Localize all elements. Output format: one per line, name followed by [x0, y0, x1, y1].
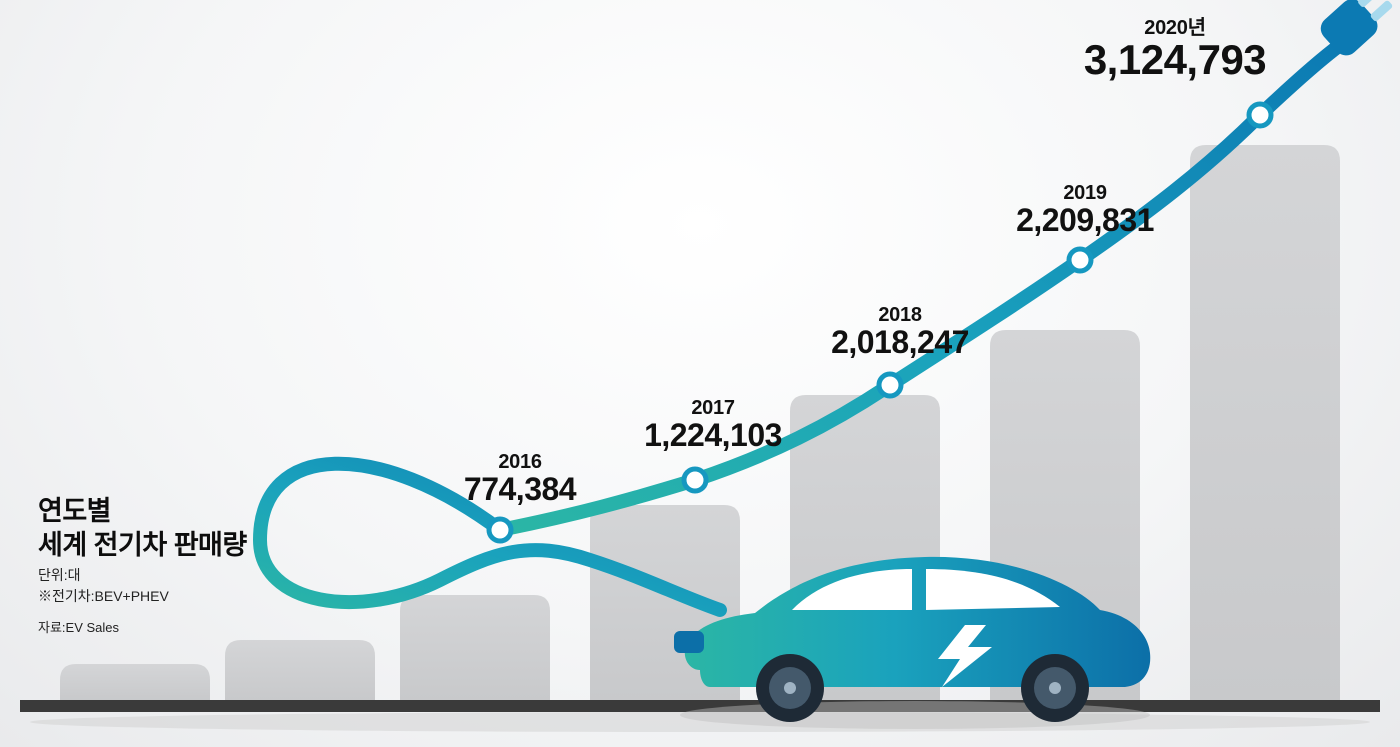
- data-label-year: 2016: [464, 452, 576, 473]
- data-label-value: 2,209,831: [1016, 204, 1154, 236]
- data-label-year: 2017: [644, 398, 782, 419]
- data-label-value: 2,018,247: [831, 326, 969, 358]
- data-label-year: 2018: [831, 305, 969, 326]
- bar: [1190, 145, 1340, 700]
- data-label: 2020년3,124,793: [1084, 18, 1266, 81]
- data-label: 2016774,384: [464, 452, 576, 505]
- data-label-value: 3,124,793: [1084, 39, 1266, 81]
- data-label-year: 2019: [1016, 183, 1154, 204]
- bar: [225, 640, 375, 700]
- data-label: 20171,224,103: [644, 398, 782, 451]
- data-point: [1069, 249, 1091, 271]
- data-label: 20192,209,831: [1016, 183, 1154, 236]
- infographic-stage: 연도별 세계 전기차 판매량 단위:대 ※전기차:BEV+PHEV 자료:EV …: [0, 0, 1400, 747]
- data-point: [879, 374, 901, 396]
- data-label: 20182,018,247: [831, 305, 969, 358]
- bar: [400, 595, 550, 700]
- bar: [60, 664, 210, 700]
- data-point: [489, 519, 511, 541]
- data-point: [1249, 104, 1271, 126]
- chart-svg: [0, 0, 1400, 747]
- data-label-value: 1,224,103: [644, 419, 782, 451]
- data-label-value: 774,384: [464, 473, 576, 505]
- data-point: [684, 469, 706, 491]
